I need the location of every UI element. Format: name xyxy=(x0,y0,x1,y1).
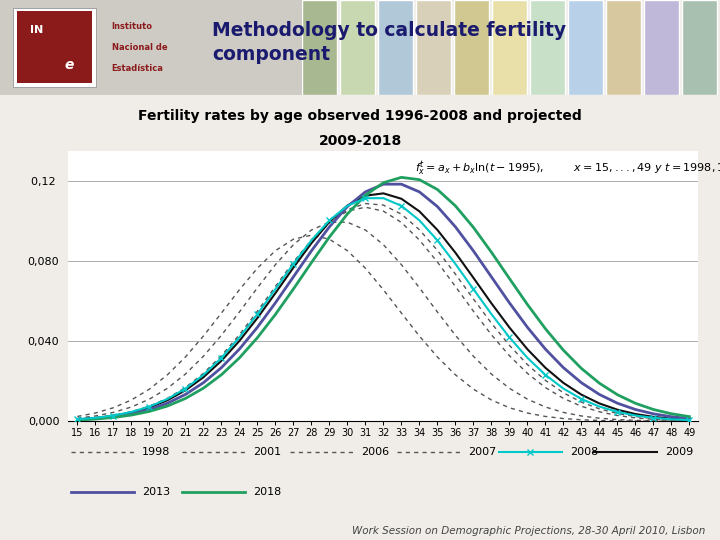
Text: 2007: 2007 xyxy=(469,447,497,457)
Text: 2009: 2009 xyxy=(665,447,693,457)
Text: Fertility rates by age observed 1996-2008 and projected: Fertility rates by age observed 1996-200… xyxy=(138,109,582,123)
Bar xyxy=(378,0,413,94)
Text: Estadística: Estadística xyxy=(112,64,163,72)
Bar xyxy=(530,0,565,94)
Bar xyxy=(17,11,92,83)
Text: Instituto: Instituto xyxy=(112,22,153,31)
Text: $f^t_x = a_x + b_x\ln(t - 1995),$        $x = 15,...,49$ $y$ $t = 1998,1999,...$: $f^t_x = a_x + b_x\ln(t - 1995),$ $x = 1… xyxy=(415,159,720,178)
Bar xyxy=(454,0,489,94)
Text: IN: IN xyxy=(30,25,42,35)
Text: 2006: 2006 xyxy=(361,447,389,457)
Text: 1998: 1998 xyxy=(142,447,171,457)
Bar xyxy=(492,0,527,94)
Text: e: e xyxy=(65,58,74,72)
Text: Nacional de: Nacional de xyxy=(112,43,167,52)
Bar xyxy=(568,0,603,94)
Text: Work Session on Demographic Projections, 28-30 April 2010, Lisbon: Work Session on Demographic Projections,… xyxy=(352,525,706,536)
Text: 2009-2018: 2009-2018 xyxy=(318,134,402,148)
Bar xyxy=(13,8,96,87)
Bar xyxy=(0,0,302,94)
Bar xyxy=(644,0,679,94)
Bar xyxy=(341,0,375,94)
Bar xyxy=(606,0,641,94)
Text: 2018: 2018 xyxy=(253,487,282,497)
Text: 2001: 2001 xyxy=(253,447,281,457)
Bar xyxy=(302,0,338,94)
Bar xyxy=(682,0,717,94)
Text: Methodology to calculate fertility
component: Methodology to calculate fertility compo… xyxy=(212,21,567,64)
Text: 2013: 2013 xyxy=(142,487,170,497)
Bar xyxy=(416,0,451,94)
Text: 2008: 2008 xyxy=(570,447,598,457)
